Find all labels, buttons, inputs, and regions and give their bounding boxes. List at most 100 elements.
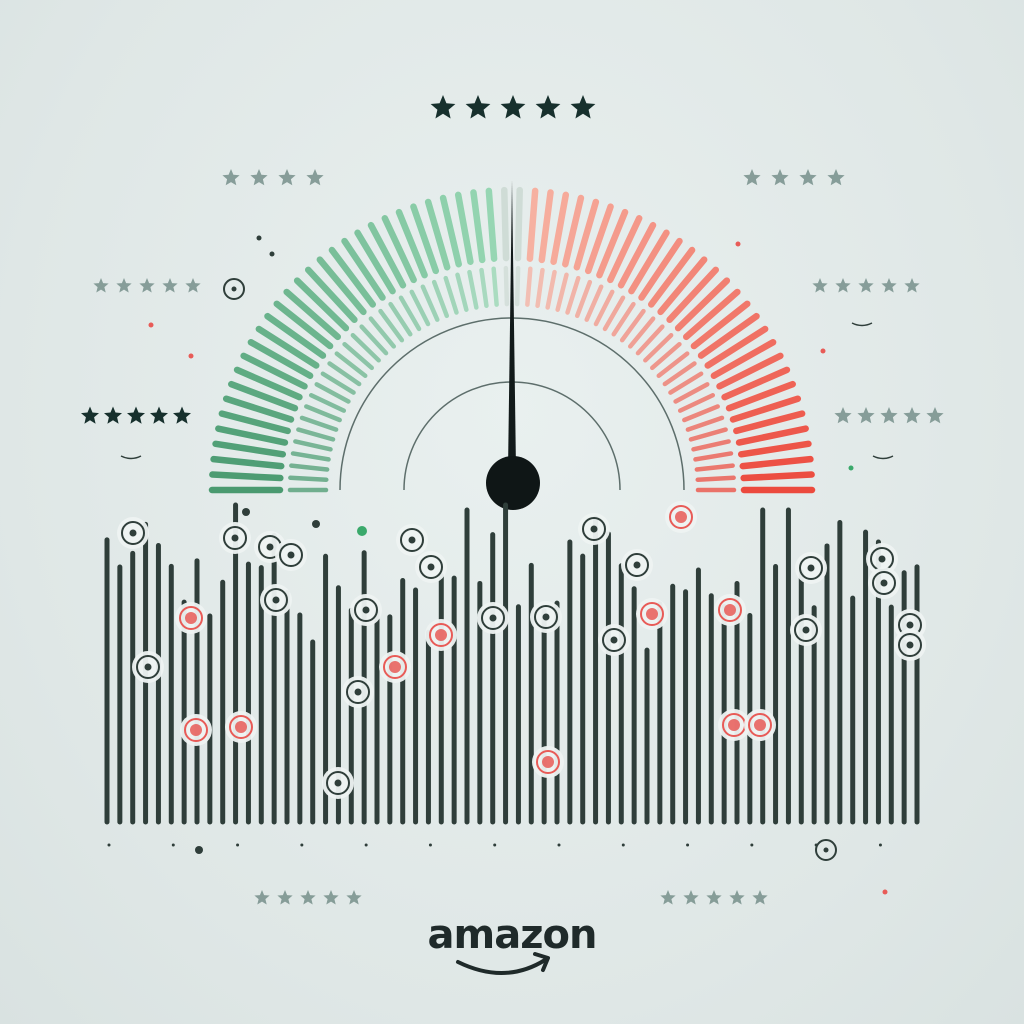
gauge-needle-hub [486,456,540,510]
bar-base-dot [107,843,111,847]
gauge-outer-tick [283,288,341,341]
gauge-inner-tick [695,475,736,483]
review-dot-center [754,719,766,731]
star-icon [926,407,944,424]
star-icon [250,169,268,186]
gauge-outer-tick [704,325,769,369]
speck [256,235,262,241]
gauge-inner-tick [611,301,636,337]
review-dot-center [802,626,810,634]
review-dot-ring [429,623,453,647]
review-dot-ring [419,555,443,579]
gauge-outer-tick [573,198,600,271]
gauge-inner-tick [409,289,431,327]
gauge-outer-tick [710,338,777,379]
gauge-inner-tick [535,267,545,309]
small-ring-icon [223,278,245,300]
gauge-inner-tick [327,361,362,387]
gauge-outer-tick [697,312,760,359]
gauge-inner-tick [656,351,690,379]
review-bars [104,502,920,847]
bar-base-dot [621,843,625,847]
gauge-outer-tick [674,277,731,332]
gauge-outer-tick [212,440,287,458]
bar-base-dot [300,843,304,847]
review-dot-ring [279,543,303,567]
star-icon [729,890,745,905]
star-icon [346,890,362,905]
star-icon [139,278,155,293]
amazon-logo: amazon [427,912,598,958]
gauge-inner-tick [694,463,735,472]
review-dot-ring [718,598,742,622]
review-dot-center [266,543,274,551]
gauge-outer-tick [666,266,720,323]
small-dot [195,846,203,854]
gauge-inner-tick [388,301,413,337]
gauge-inner-tick [668,371,704,395]
gauge-outer-tick [228,380,299,412]
review-dot-ring [582,517,606,541]
smile-mark [872,455,894,460]
gauge-outer-tick [215,425,289,446]
gauge-outer-tick [354,229,396,295]
gauge-inner-tick [443,275,459,315]
star-icon [127,406,145,424]
gauge-inner-tick [503,265,510,307]
review-dot-ring [669,505,693,529]
gauge-inner-tick [288,475,329,483]
gauge-outer-tick [255,325,320,369]
bar-base-dot [686,843,690,847]
gauge-tick-marks [208,186,816,494]
review-dot-center [906,621,914,629]
review-dot-center [408,536,416,544]
gauge-inner-tick [688,427,728,442]
gauge-outer-tick [514,186,523,262]
star-icon [743,169,761,186]
gauge-inner-tick [467,269,479,310]
gauge-outer-tick [733,410,806,435]
star-icon [752,890,768,905]
review-dot-ring [640,602,664,626]
star-icon [277,890,293,905]
gauge-inner-tick [593,289,615,327]
gauge-inner-tick [650,341,682,371]
review-dot-center [542,756,554,768]
star-icon [683,890,699,905]
gauge-inner-tick [378,308,405,343]
gauge-outer-tick [454,191,474,266]
gauge-inner-tick [627,316,656,349]
review-dot-center [675,511,687,523]
gauge-inner-tick [314,382,351,404]
review-dot-ring [354,598,378,622]
gauge-outer-tick [485,187,498,262]
gauge-inner-tick [479,267,489,309]
gauge-outer-tick [657,256,708,316]
review-dot-center [231,534,239,542]
gauge-outer-tick [316,256,367,316]
gauge-outer-tick [410,203,440,275]
review-dot-ring [229,715,253,739]
review-dot-center [633,561,641,569]
gauge-inner-tick [619,308,646,343]
gauge-outer-tick [293,277,350,332]
gauge-outer-tick [470,189,486,264]
review-dot-center [427,563,435,571]
gauge-inner-tick [290,451,331,462]
review-dots [117,501,926,854]
review-dot-center [906,641,914,649]
gauge-outer-tick [550,191,570,266]
review-dot-center [435,629,447,641]
star-icon [465,95,491,119]
review-dot-center [272,596,280,604]
bar-base-dot [493,843,497,847]
star-icon [771,169,789,186]
bar-base-dot [557,843,561,847]
star-icon [660,890,676,905]
small-dot [242,508,250,516]
gauge-outer-tick [273,300,334,350]
review-dot-center [362,606,370,614]
gauge-inner-tick [289,463,330,472]
gauge-inner-tick [455,272,469,312]
gauge-inner-tick [308,393,347,413]
